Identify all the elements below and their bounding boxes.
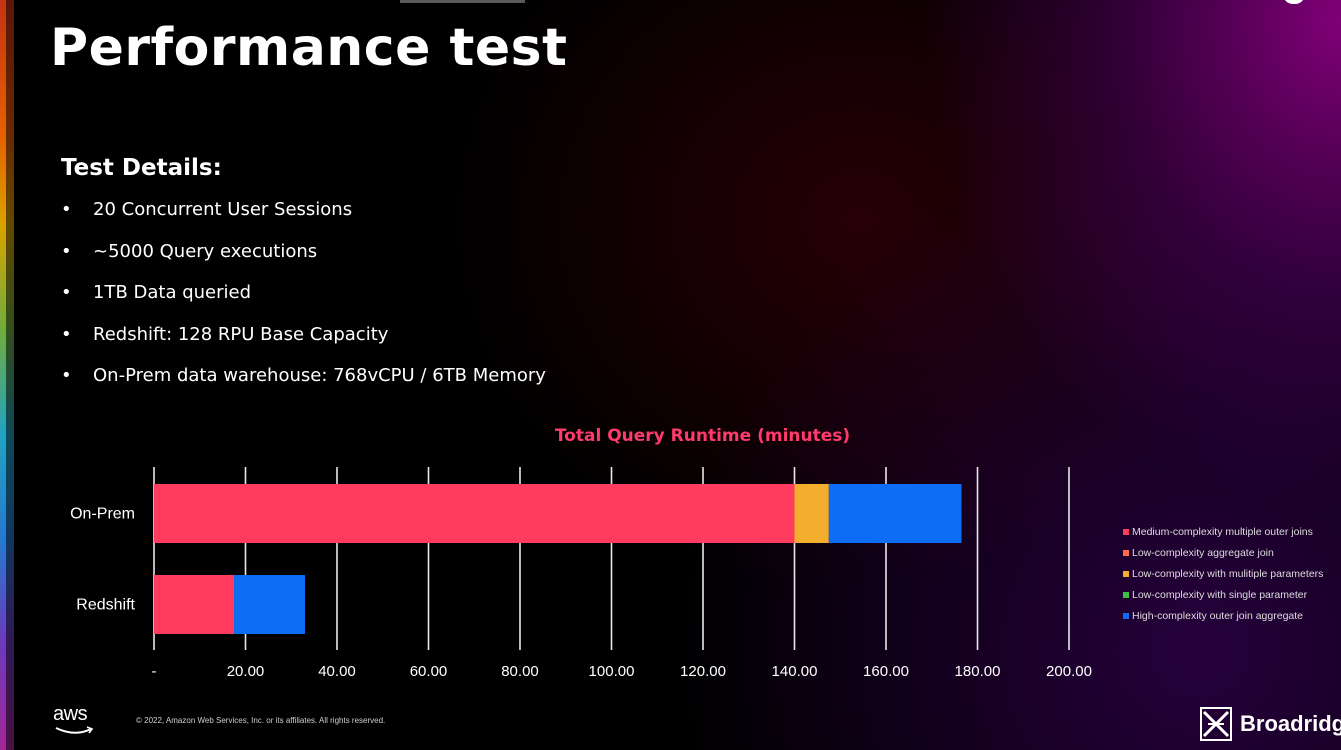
legend-swatch <box>1123 549 1129 556</box>
legend-item: Low-complexity with mulitiple parameters <box>1123 563 1323 584</box>
broadridge-mark-icon <box>1200 707 1232 741</box>
chart-legend: Medium-complexity multiple outer joins Lo… <box>1123 521 1323 626</box>
test-details: Test Details: 20 Concurrent User Session… <box>61 155 546 407</box>
detail-item: ~5000 Query executions <box>61 241 546 283</box>
detail-item: On-Prem data warehouse: 768vCPU / 6TB Me… <box>61 365 546 407</box>
broadridge-logo: Broadridge <box>1200 706 1341 742</box>
bar-segment <box>828 484 962 543</box>
x-tick-label: 180.00 <box>955 663 1001 680</box>
legend-swatch <box>1123 570 1129 577</box>
legend-item: Low-complexity with single parameter <box>1123 584 1323 605</box>
x-tick-label: 20.00 <box>227 663 265 680</box>
legend-label: High-complexity outer join aggregate <box>1132 609 1304 622</box>
aws-logo: aws <box>53 704 101 738</box>
aws-logo-text: aws <box>53 703 88 725</box>
legend-item: High-complexity outer join aggregate <box>1123 605 1323 626</box>
test-details-heading: Test Details: <box>61 155 222 181</box>
legend-swatch <box>1123 612 1129 619</box>
legend-label: Low-complexity with single parameter <box>1132 588 1308 601</box>
legend-item: Low-complexity aggregate join <box>1123 542 1323 563</box>
bar-segment <box>234 575 305 634</box>
x-tick-label: 60.00 <box>410 663 448 680</box>
slide-title: Performance test <box>50 18 568 78</box>
x-tick-label: 140.00 <box>772 663 818 680</box>
legend-swatch <box>1123 591 1129 598</box>
bar-segment <box>154 575 235 634</box>
legend-swatch <box>1123 528 1129 535</box>
detail-item: 1TB Data queried <box>61 282 546 324</box>
copyright-footer: © 2022, Amazon Web Services, Inc. or its… <box>136 716 386 725</box>
x-tick-label: 100.00 <box>589 663 635 680</box>
accent-strip <box>0 0 14 750</box>
legend-label: Medium-complexity multiple outer joins <box>1132 525 1313 538</box>
legend-label: Low-complexity with mulitiple parameters <box>1132 567 1324 580</box>
category-label: On-Prem <box>70 506 135 523</box>
bar-segment <box>794 484 829 543</box>
x-tick-label: - <box>152 663 157 680</box>
aws-smile-icon <box>55 726 94 734</box>
x-tick-label: 80.00 <box>501 663 539 680</box>
legend-label: Low-complexity aggregate join <box>1132 546 1274 559</box>
broadridge-logo-text: Broadridge <box>1240 711 1341 736</box>
top-edge-artifact <box>400 0 525 3</box>
detail-item: 20 Concurrent User Sessions <box>61 199 546 241</box>
category-label: Redshift <box>76 597 135 614</box>
x-tick-label: 120.00 <box>680 663 726 680</box>
x-tick-label: 40.00 <box>318 663 356 680</box>
bar-segment <box>154 484 795 543</box>
x-tick-label: 200.00 <box>1046 663 1092 680</box>
chart-title: Total Query Runtime (minutes) <box>554 426 851 446</box>
legend-item: Medium-complexity multiple outer joins <box>1123 521 1323 542</box>
top-corner-mark <box>1283 0 1305 4</box>
detail-item: Redshift: 128 RPU Base Capacity <box>61 324 546 366</box>
x-tick-label: 160.00 <box>863 663 909 680</box>
